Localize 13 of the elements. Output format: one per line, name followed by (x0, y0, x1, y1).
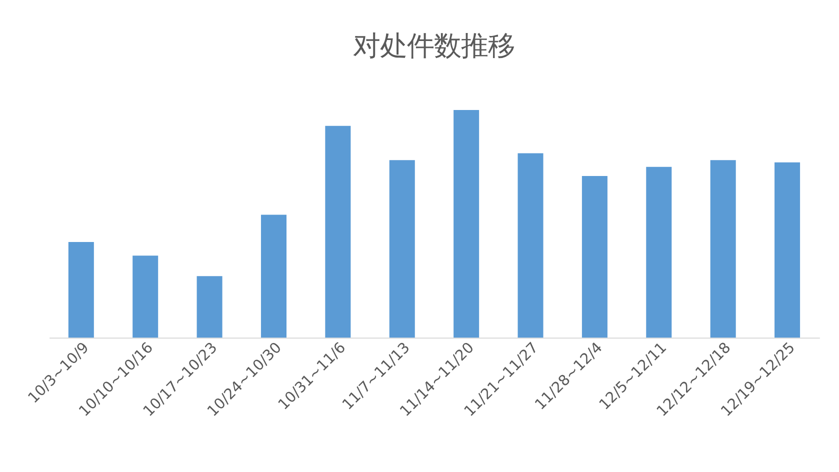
bar (325, 126, 351, 338)
bar (454, 110, 480, 338)
bar (646, 166, 672, 338)
bar (518, 153, 544, 338)
bar (68, 242, 94, 338)
bar (710, 160, 736, 338)
bar (774, 162, 800, 338)
bar (260, 214, 286, 338)
bar (582, 176, 608, 338)
bar (132, 256, 158, 338)
bar (196, 276, 222, 338)
chart-title: 对处件数推移 (353, 30, 516, 62)
bar (389, 160, 415, 338)
